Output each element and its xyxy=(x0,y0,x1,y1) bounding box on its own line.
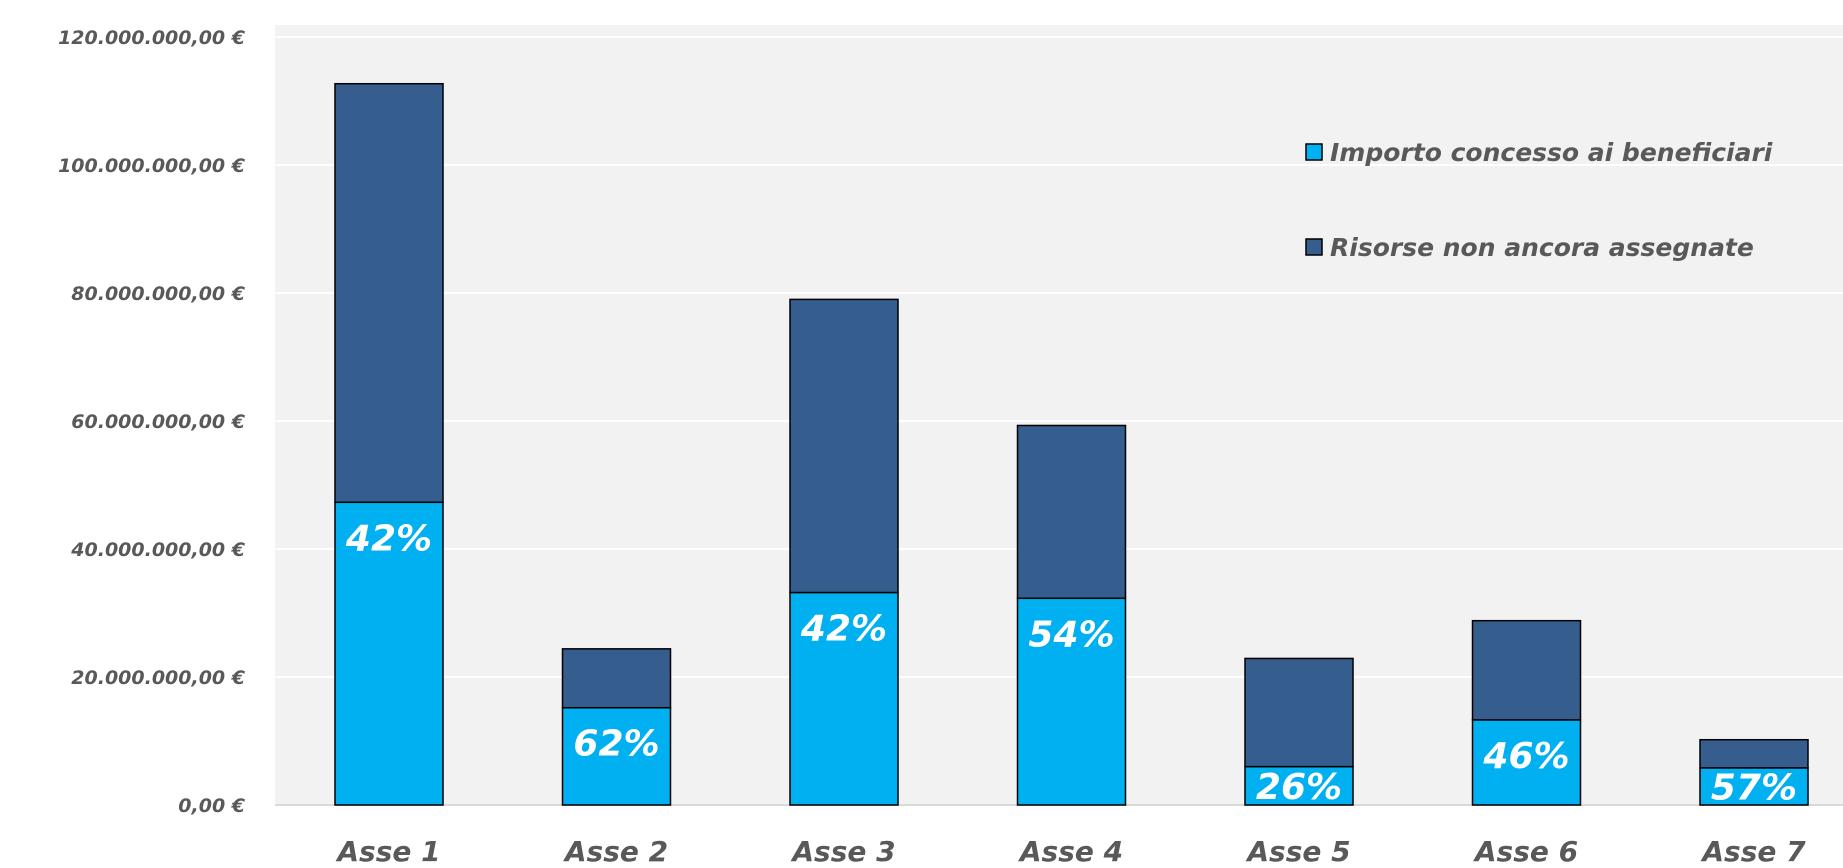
x-tick-label: Asse 6 xyxy=(1473,835,1578,868)
x-tick-label: Asse 1 xyxy=(335,835,440,868)
x-tick-label: Asse 2 xyxy=(563,835,668,868)
y-tick-label: 40.000.000,00 € xyxy=(70,539,245,561)
y-tick-label: 100.000.000,00 € xyxy=(58,155,246,177)
legend-label-assigned: Importo concesso ai beneficiari xyxy=(1330,138,1773,167)
bar-assigned xyxy=(561,706,672,806)
y-tick-label: 120.000.000,00 € xyxy=(58,27,246,49)
legend-label-remaining: Risorse non ancora assegnate xyxy=(1330,233,1754,262)
data-label: 57% xyxy=(1711,767,1797,808)
bar-remaining xyxy=(1699,738,1809,769)
y-tick-label: 20.000.000,00 € xyxy=(71,667,245,689)
bar-assigned xyxy=(1244,765,1354,806)
bar-remaining xyxy=(1471,619,1582,721)
bar-assigned xyxy=(1471,719,1582,806)
legend-swatch-assigned xyxy=(1305,143,1323,161)
bar-assigned xyxy=(1699,767,1809,806)
data-label: 54% xyxy=(1028,614,1114,655)
data-label: 26% xyxy=(1256,767,1342,808)
x-tick-label: Asse 3 xyxy=(790,835,895,868)
y-tick-label: 60.000.000,00 € xyxy=(71,411,245,433)
bars: 42% 62% 42% 54% 26% 46% 57% xyxy=(334,82,1809,808)
data-label: 46% xyxy=(1482,736,1569,777)
x-tick-label: Asse 5 xyxy=(1245,835,1350,868)
data-label: 62% xyxy=(573,724,659,765)
data-label: 42% xyxy=(800,609,887,650)
data-label: 42% xyxy=(345,518,432,559)
bar-remaining xyxy=(561,648,672,709)
y-axis-tick-labels: 0,00 € 20.000.000,00 € 40.000.000,00 € 60.0… xyxy=(58,27,246,817)
x-tick-label: Asse 4 xyxy=(1018,835,1123,868)
legend: Importo concesso ai beneficiari Risorse … xyxy=(1305,138,1773,262)
bar-remaining xyxy=(789,298,899,594)
x-tick-label: Asse 7 xyxy=(1700,835,1806,868)
y-tick-label: 0,00 € xyxy=(178,795,245,817)
bar-remaining xyxy=(1016,424,1127,600)
x-axis-tick-labels: Asse 1 Asse 2 Asse 3 Asse 4 Asse 5 Asse 6 Asse… xyxy=(335,835,1806,868)
bar-remaining xyxy=(334,82,444,504)
bar-assigned xyxy=(1016,597,1127,806)
bar-assigned xyxy=(789,591,899,806)
bar-remaining xyxy=(1244,657,1354,768)
y-tick-label: 80.000.000,00 € xyxy=(71,283,245,305)
legend-swatch-remaining xyxy=(1305,238,1323,256)
